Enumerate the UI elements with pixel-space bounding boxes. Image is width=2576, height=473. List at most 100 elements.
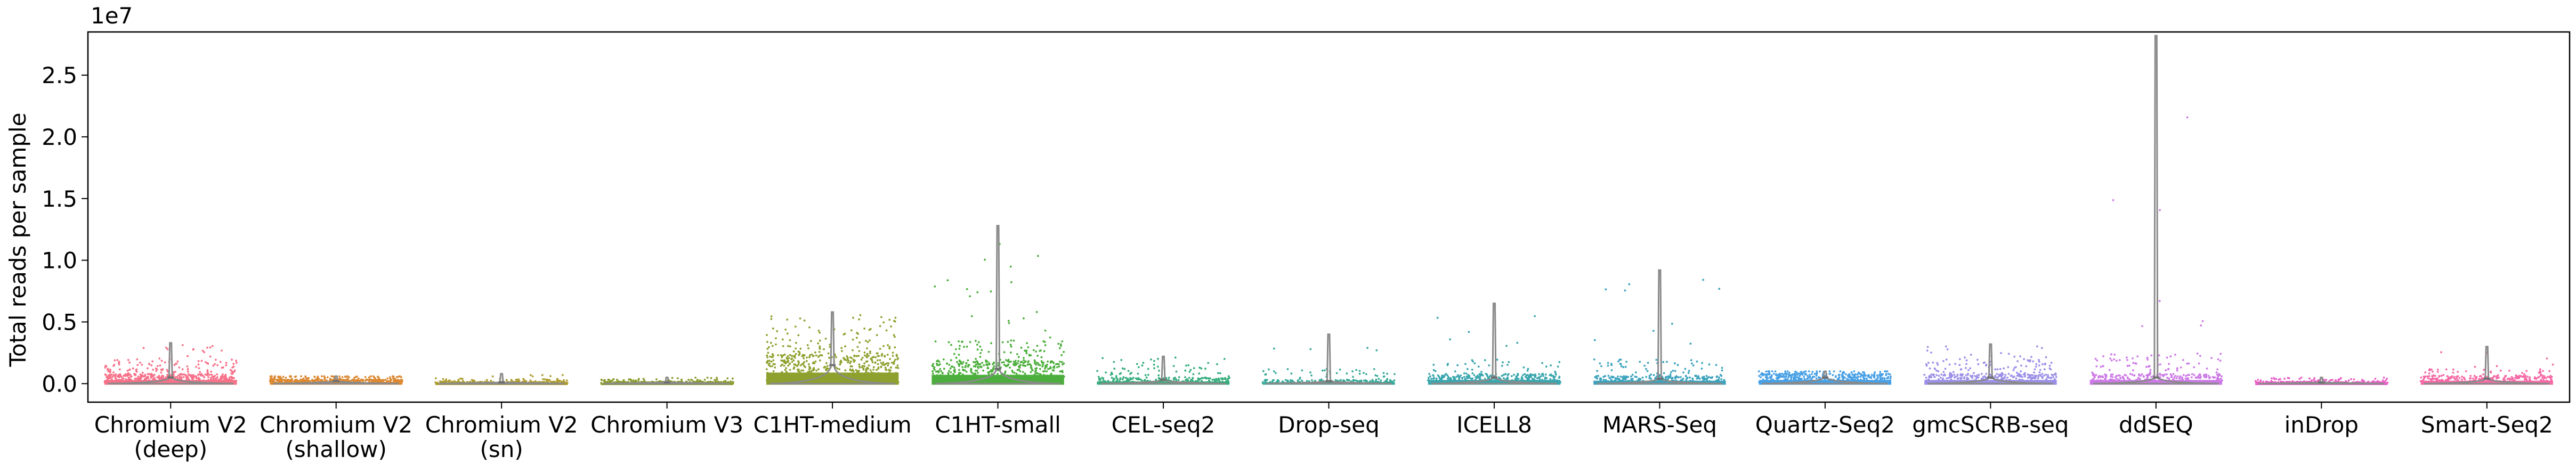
data-point	[1815, 377, 1818, 380]
data-point	[2035, 365, 2037, 368]
data-point	[1335, 372, 1338, 374]
data-point	[818, 350, 821, 353]
data-point	[2166, 373, 2168, 376]
data-point	[2149, 372, 2152, 374]
data-point	[961, 366, 964, 369]
violin-outline	[769, 311, 896, 385]
data-point	[855, 337, 858, 339]
data-point	[2024, 372, 2026, 374]
data-point	[221, 377, 223, 380]
data-point	[1126, 379, 1129, 381]
data-point	[233, 377, 235, 379]
data-point	[2188, 374, 2191, 376]
data-point	[1115, 375, 1117, 377]
data-point	[1996, 368, 1999, 371]
data-point	[791, 355, 793, 357]
data-point	[1650, 373, 1652, 376]
density-band	[1924, 380, 2057, 385]
data-point	[1061, 340, 1064, 342]
data-point	[1007, 320, 1010, 322]
data-point	[1788, 371, 1791, 374]
data-point	[1645, 368, 1647, 370]
data-point	[135, 368, 138, 371]
data-point	[1119, 373, 1121, 375]
data-point	[192, 376, 195, 379]
data-point	[1034, 368, 1036, 370]
data-point	[866, 356, 868, 358]
data-point	[887, 364, 889, 366]
data-point	[547, 379, 550, 381]
data-point	[1646, 370, 1649, 372]
data-point	[1505, 345, 1508, 347]
data-point	[1883, 377, 1886, 379]
data-point	[1502, 377, 1505, 379]
data-point	[1700, 368, 1703, 370]
data-point	[1957, 377, 1959, 380]
data-point	[851, 365, 853, 368]
data-point	[142, 375, 144, 378]
data-point	[445, 378, 447, 381]
data-point	[2146, 376, 2149, 378]
data-point	[1848, 373, 1850, 376]
data-point	[1799, 374, 1801, 377]
data-point	[766, 354, 768, 357]
data-point	[1099, 378, 1102, 380]
data-point	[865, 340, 867, 342]
data-point	[1502, 373, 1505, 376]
density-band	[2089, 380, 2222, 385]
data-point	[2185, 374, 2187, 377]
data-point	[2138, 373, 2141, 376]
data-point	[893, 360, 895, 363]
data-point	[1963, 377, 1966, 380]
data-point	[885, 369, 888, 371]
data-point	[786, 358, 789, 360]
data-point	[2094, 376, 2096, 379]
data-point	[1299, 377, 1301, 379]
data-point	[118, 376, 121, 378]
data-point	[2123, 378, 2125, 380]
data-point	[2174, 353, 2176, 356]
data-point	[1178, 376, 1180, 379]
data-point	[118, 362, 120, 364]
data-point	[1097, 376, 1100, 378]
data-point	[844, 332, 846, 335]
data-point	[990, 290, 992, 293]
data-point	[1944, 374, 1947, 377]
data-point	[188, 374, 190, 377]
data-point	[1479, 377, 1481, 379]
data-point	[2207, 374, 2210, 377]
data-point	[1025, 352, 1028, 355]
data-point	[726, 377, 729, 380]
data-point	[352, 379, 355, 381]
data-point	[1506, 378, 1509, 380]
data-point	[1012, 339, 1015, 342]
data-point	[442, 378, 444, 380]
data-point	[1141, 364, 1144, 367]
data-point	[786, 332, 789, 335]
data-point	[860, 358, 863, 361]
data-point	[2030, 377, 2033, 380]
data-point	[192, 374, 195, 377]
data-point	[1681, 378, 1684, 381]
data-point	[1622, 378, 1624, 380]
data-point	[365, 379, 368, 381]
data-point	[892, 355, 894, 357]
data-point	[1014, 362, 1016, 364]
data-point	[849, 365, 852, 368]
data-point	[134, 373, 136, 376]
data-point	[772, 345, 774, 347]
data-point	[795, 347, 797, 350]
data-point	[979, 356, 982, 358]
data-point	[871, 359, 873, 362]
data-point	[659, 380, 661, 382]
data-point	[2011, 374, 2013, 377]
data-point	[819, 345, 821, 348]
data-point	[1721, 366, 1723, 369]
data-point	[1959, 377, 1962, 380]
data-point	[894, 316, 897, 319]
data-point	[1010, 281, 1012, 283]
data-point	[394, 379, 397, 381]
data-point	[2132, 362, 2135, 364]
data-point	[1853, 370, 1856, 372]
data-point	[1774, 370, 1777, 372]
